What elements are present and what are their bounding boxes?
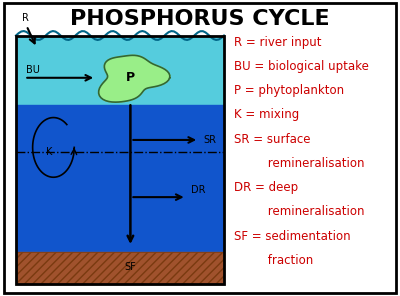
- Text: K = mixing: K = mixing: [234, 108, 299, 121]
- Bar: [16, 36, 224, 105]
- Text: DR = deep: DR = deep: [234, 181, 298, 194]
- Text: PHOSPHORUS CYCLE: PHOSPHORUS CYCLE: [70, 9, 330, 29]
- Bar: [16, 252, 224, 284]
- Text: P: P: [126, 71, 135, 84]
- Text: P = phytoplankton: P = phytoplankton: [234, 84, 344, 97]
- Text: fraction: fraction: [234, 254, 313, 267]
- Text: R = river input: R = river input: [234, 36, 322, 49]
- Polygon shape: [99, 55, 170, 102]
- Bar: [16, 36, 224, 284]
- Text: SF: SF: [124, 262, 136, 272]
- Text: remineralisation: remineralisation: [234, 205, 364, 218]
- Text: BU: BU: [26, 65, 40, 75]
- Bar: [16, 105, 224, 252]
- Text: remineralisation: remineralisation: [234, 157, 364, 170]
- Text: K: K: [46, 147, 52, 157]
- Text: SF = sedimentation: SF = sedimentation: [234, 230, 351, 243]
- Text: R: R: [22, 13, 29, 23]
- Bar: [16, 252, 224, 284]
- Text: SR: SR: [203, 135, 216, 145]
- Text: BU = biological uptake: BU = biological uptake: [234, 60, 369, 73]
- Text: DR: DR: [191, 185, 205, 195]
- Text: SR = surface: SR = surface: [234, 133, 310, 146]
